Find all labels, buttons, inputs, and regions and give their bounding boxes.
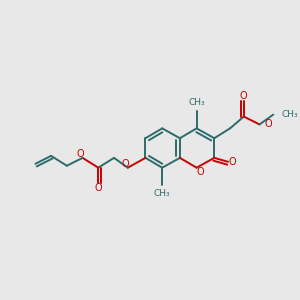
Text: O: O [228, 157, 236, 167]
Text: O: O [240, 91, 247, 101]
Text: O: O [94, 183, 102, 194]
Text: O: O [77, 149, 84, 159]
Text: CH₃: CH₃ [154, 189, 170, 198]
Text: CH₃: CH₃ [281, 110, 298, 119]
Text: O: O [264, 119, 272, 129]
Text: CH₃: CH₃ [188, 98, 205, 107]
Text: O: O [121, 159, 129, 169]
Text: O: O [197, 167, 204, 177]
